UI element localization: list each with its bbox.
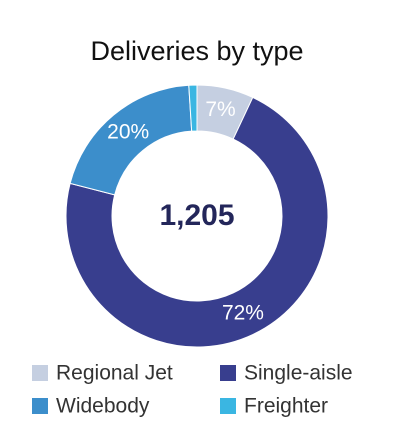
chart-title: Deliveries by type xyxy=(90,36,303,66)
value-label: 7% xyxy=(205,98,235,121)
slice xyxy=(65,96,329,348)
value-label: 72% xyxy=(222,301,264,324)
legend-label: Freighter xyxy=(244,395,328,418)
legend-label: Regional Jet xyxy=(56,362,173,385)
legend-label: Single-aisle xyxy=(244,362,353,385)
legend-swatch xyxy=(220,365,236,381)
center-label: 1,205 xyxy=(159,199,234,232)
value-label: 20% xyxy=(107,120,149,143)
slice xyxy=(188,84,198,132)
legend-label: Widebody xyxy=(56,395,150,418)
legend-swatch xyxy=(32,398,48,414)
legend-swatch xyxy=(220,398,236,414)
legend-swatch xyxy=(32,365,48,381)
